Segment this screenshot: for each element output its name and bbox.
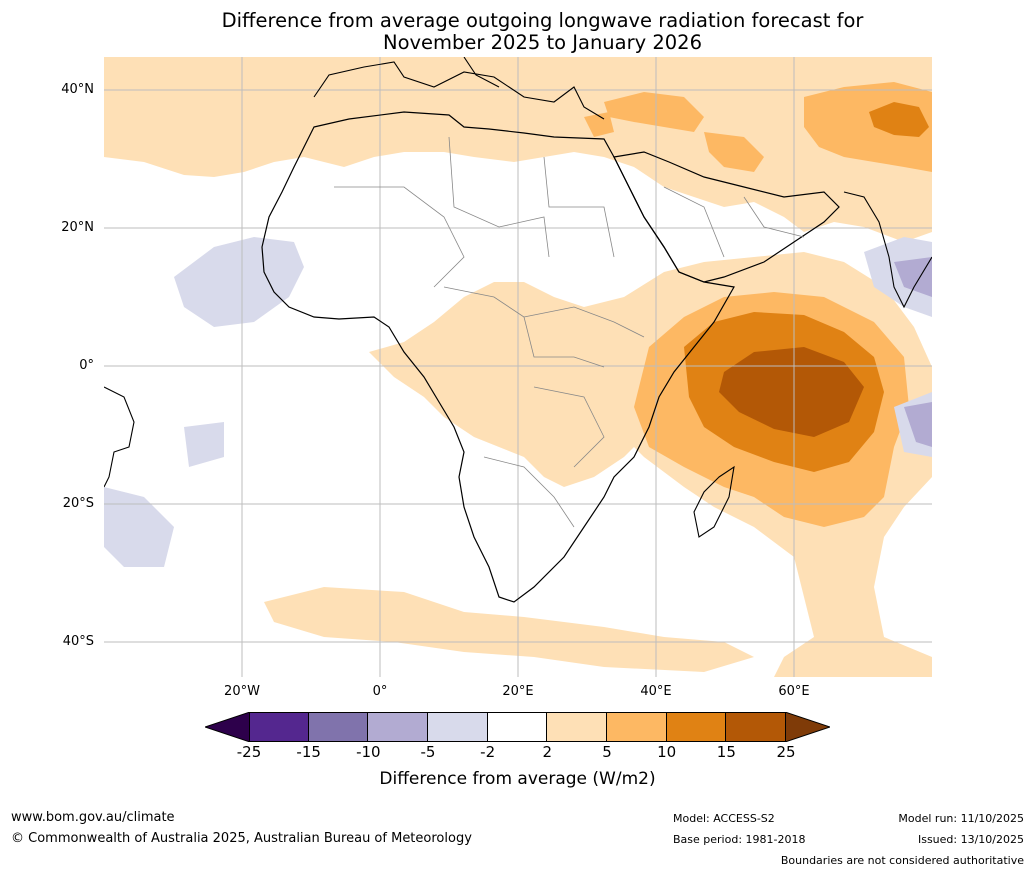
footer-url[interactable]: www.bom.gov.au/climate: [11, 810, 175, 825]
anomaly-region-west-africa-neg: [174, 237, 304, 327]
footer-model-run: Model run: 11/10/2025: [898, 812, 1024, 825]
lat-label-0: 0°: [79, 358, 94, 373]
lon-label-20w: 20°W: [224, 684, 260, 699]
country-borders: [334, 136, 805, 528]
anomaly-region-indian-neg: [864, 237, 932, 457]
footer-disclaimer: Boundaries are not considered authoritat…: [780, 854, 1024, 867]
anomaly-region-indian-ocean-core: [719, 347, 864, 437]
lat-label-20s: 20°S: [62, 496, 94, 511]
forecast-map: [104, 57, 932, 677]
chart-title: Difference from average outgoing longwav…: [0, 10, 1035, 54]
lon-label-20e: 20°E: [502, 684, 534, 699]
colorbar-tick-label: -5: [420, 743, 436, 761]
colorbar-tick-label: 5: [602, 743, 612, 761]
colorbar-segment: [666, 712, 727, 742]
footer-model: Model: ACCESS-S2: [673, 812, 775, 825]
colorbar-segment: [249, 712, 309, 742]
lon-label-40e: 40°E: [640, 684, 672, 699]
south-america-coastline: [104, 386, 135, 488]
colorbar-tick-label: -2: [480, 743, 496, 761]
lon-label-0: 0°: [372, 684, 388, 699]
lat-label-20n: 20°N: [61, 220, 94, 235]
anomaly-region-indian-neg-mid: [894, 257, 932, 447]
colorbar-tick-label: 15: [716, 743, 736, 761]
colorbar-tick-label: 25: [776, 743, 796, 761]
anomaly-region-south-band: [264, 587, 754, 672]
footer-base-period: Base period: 1981-2018: [673, 833, 806, 846]
lon-label-60e: 60°E: [778, 684, 810, 699]
colorbar-segment: [308, 712, 369, 742]
title-line-1: Difference from average outgoing longwav…: [221, 9, 864, 32]
colorbar-tick-label: -15: [296, 743, 321, 761]
map-canvas: [104, 57, 932, 677]
footer-copyright: © Commonwealth of Australia 2025, Austra…: [11, 831, 472, 846]
graticule: [104, 57, 932, 677]
colorbar-tick-label: 2: [542, 743, 553, 761]
title-line-2: November 2025 to January 2026: [383, 31, 702, 54]
colorbar-tick-label: -10: [356, 743, 381, 761]
anomaly-region-atlantic-neg: [104, 422, 224, 567]
europe-coastline: [313, 57, 605, 120]
colorbar-segment: [547, 712, 607, 742]
anomaly-region-central-asia: [869, 102, 929, 137]
colorbar-under-arrow: [205, 712, 250, 742]
colorbar-label: Difference from average (W/m2): [379, 769, 656, 789]
india-coastline: [843, 191, 932, 309]
footer-issued: Issued: 13/10/2025: [917, 833, 1024, 846]
anomaly-region-middle-east: [584, 82, 932, 172]
africa-coastline: [261, 111, 735, 603]
colorbar-segment: [487, 712, 548, 742]
colorbar-segment: [726, 712, 786, 742]
colorbar-tick-label: 10: [657, 743, 677, 761]
lat-label-40n: 40°N: [61, 82, 94, 97]
colorbar-segment: [607, 712, 667, 742]
arabia-coastline: [613, 151, 840, 283]
lat-label-40s: 40°S: [62, 634, 94, 649]
colorbar-segment: [368, 712, 428, 742]
madagascar-coastline: [693, 465, 735, 538]
colorbar-tick-label: -25: [236, 743, 262, 761]
colorbar-segment: [428, 712, 488, 742]
colorbar-over-arrow: [785, 712, 830, 742]
